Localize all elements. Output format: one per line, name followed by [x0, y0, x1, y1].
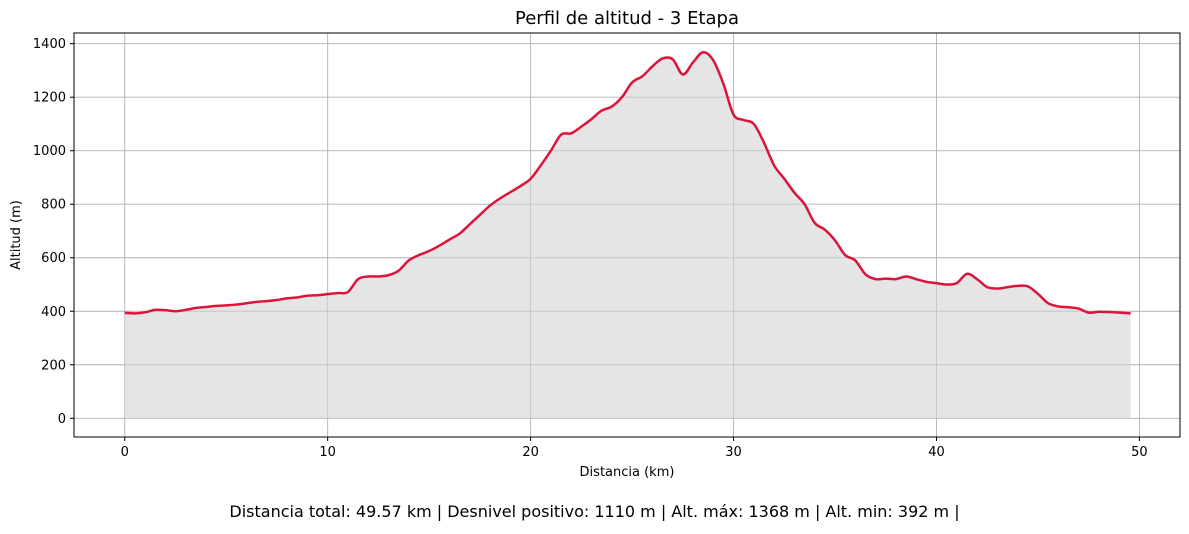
- x-axis-label: Distancia (km): [580, 465, 675, 480]
- chart-title: Perfil de altitud - 3 Etapa: [515, 8, 739, 29]
- altitude-profile-chart: 0 10 20 30 40 50 0 200 400 600 800 1000 1200 1400 Per…: [9, 8, 1181, 480]
- y-tick-label: 0: [58, 412, 66, 427]
- x-tick-label: 30: [725, 445, 742, 460]
- x-tick-label: 10: [319, 445, 336, 460]
- x-tick-label: 20: [522, 445, 539, 460]
- elevation-profile-line: [124, 51, 1131, 315]
- elevation-area-fill: [124, 52, 1131, 419]
- plot-frame: [73, 32, 1181, 438]
- y-tick-label: 400: [41, 305, 66, 320]
- x-tick-label: 0: [121, 445, 129, 460]
- y-axis-label: Altitud (m): [9, 200, 24, 270]
- route-summary: Distancia total: 49.57 km | Desnivel pos…: [229, 502, 960, 521]
- y-tick-label: 1200: [33, 91, 66, 106]
- axis-ticks: 0 10 20 30 40 50 0 200 400 600 800 1000 1200 1400: [33, 37, 1148, 460]
- y-tick-label: 1000: [33, 144, 66, 159]
- y-tick-label: 200: [41, 358, 66, 373]
- y-tick-label: 800: [41, 198, 66, 213]
- y-tick-label: 600: [41, 251, 66, 266]
- y-tick-label: 1400: [33, 37, 66, 52]
- x-tick-label: 50: [1131, 445, 1148, 460]
- x-tick-label: 40: [928, 445, 945, 460]
